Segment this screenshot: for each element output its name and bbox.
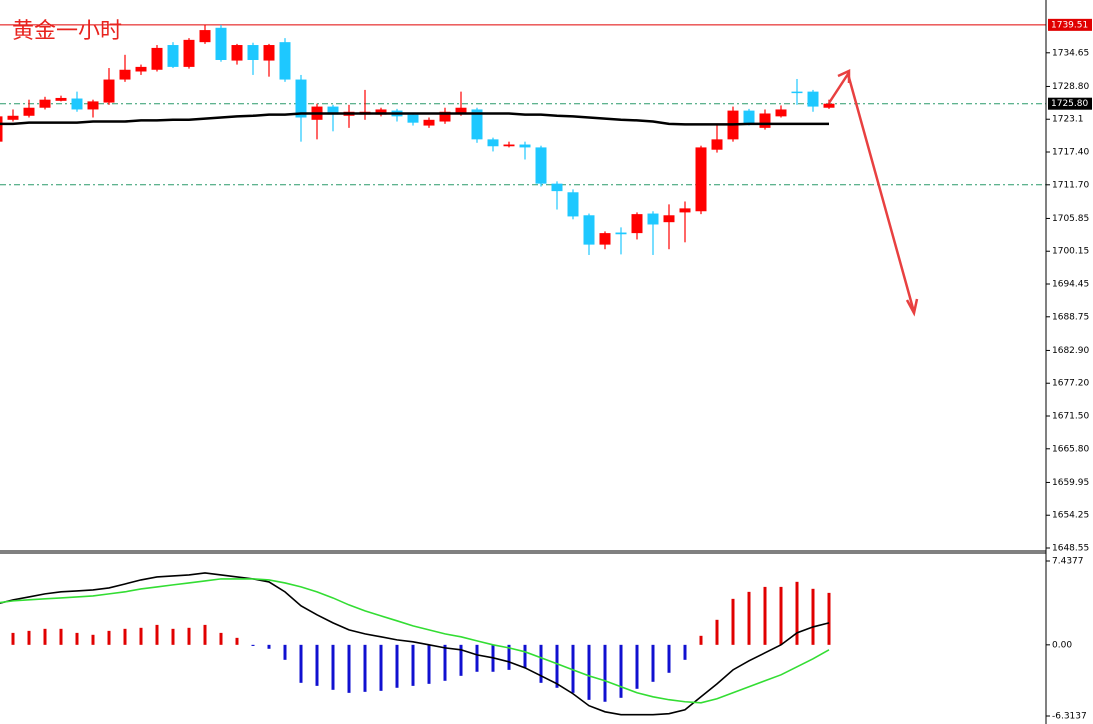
candle-body <box>695 147 707 212</box>
candle-body <box>807 91 819 107</box>
candle-body <box>647 213 659 225</box>
moving-average <box>0 112 829 126</box>
candle-body <box>167 45 179 67</box>
candle-body <box>455 107 467 113</box>
candle-body <box>631 214 643 234</box>
chart-title: 黄金一小时 <box>12 19 122 44</box>
y-tick-label: 1711.70 <box>1052 180 1089 190</box>
candle-body <box>535 147 547 184</box>
candle-body <box>23 107 35 116</box>
candle-body <box>823 103 835 108</box>
y-tick-label: 7.4377 <box>1052 556 1084 566</box>
candle-body <box>551 183 563 192</box>
candle-body <box>663 215 675 223</box>
price-marker <box>1048 18 1092 31</box>
y-tick-label: 1717.40 <box>1052 148 1089 158</box>
y-tick-label: -6.3137 <box>1052 712 1087 722</box>
candle-body <box>615 232 627 235</box>
candle-body <box>439 111 451 122</box>
y-tick-label: 1665.80 <box>1052 444 1089 454</box>
annotation-arrow <box>827 69 919 317</box>
y-tick-label: 1728.80 <box>1052 82 1089 92</box>
candle-body <box>135 66 147 72</box>
candle-body <box>567 192 579 217</box>
plot-layer <box>0 24 1046 716</box>
price-marker-label: 1725.80 <box>1051 99 1088 109</box>
y-tick-label: 1688.75 <box>1052 312 1089 322</box>
candle-body <box>7 115 19 120</box>
candle-body <box>743 110 755 124</box>
candle-body <box>471 109 483 140</box>
y-tick-label: 1677.20 <box>1052 379 1089 389</box>
y-tick-label: 1654.25 <box>1052 511 1089 521</box>
y-tick-label: 1648.55 <box>1052 544 1089 554</box>
candle-body <box>151 47 163 70</box>
y-tick-label: 0.00 <box>1052 640 1072 650</box>
y-tick-label: 1694.45 <box>1052 280 1089 290</box>
candle-body <box>39 99 51 108</box>
candle-body <box>215 27 227 60</box>
candle-body <box>199 30 211 43</box>
candle-body <box>519 144 531 148</box>
candle-body <box>503 144 515 147</box>
candle-body <box>327 106 339 115</box>
candle-body <box>711 139 723 150</box>
y-tick-label: 1734.65 <box>1052 48 1089 58</box>
candle-body <box>0 116 3 142</box>
candle-body <box>599 233 611 245</box>
y-tick-label: 1705.85 <box>1052 214 1089 224</box>
y-tick-label: 1659.95 <box>1052 478 1089 488</box>
candle-body <box>423 119 435 126</box>
candle-body <box>679 208 691 213</box>
price-marker-label: 1739.51 <box>1051 20 1088 30</box>
candle-body <box>231 45 243 61</box>
price-marker <box>1048 97 1092 110</box>
candle-body <box>87 101 99 110</box>
candle-body <box>103 79 115 103</box>
candle-body <box>775 109 787 117</box>
candle-body <box>279 42 291 80</box>
candle-body <box>375 109 387 115</box>
indicator-line <box>0 572 830 716</box>
candle-body <box>263 45 275 61</box>
candle-body <box>247 45 259 60</box>
y-tick-label: 1682.90 <box>1052 346 1089 356</box>
candle-body <box>55 97 67 101</box>
y-tick-label: 1723.1 <box>1052 115 1084 125</box>
candle-body <box>295 79 307 118</box>
y-tick-label: 1700.15 <box>1052 247 1089 257</box>
candle-body <box>487 139 499 147</box>
y-tick-label: 1671.50 <box>1052 412 1089 422</box>
indicator-line <box>0 578 830 704</box>
candle-body <box>407 114 419 123</box>
candle-body <box>119 69 131 80</box>
candle-body <box>583 215 595 245</box>
candle-body <box>759 113 771 128</box>
candle-body <box>791 91 803 94</box>
candle-body <box>183 39 195 67</box>
candle-body <box>71 98 83 110</box>
